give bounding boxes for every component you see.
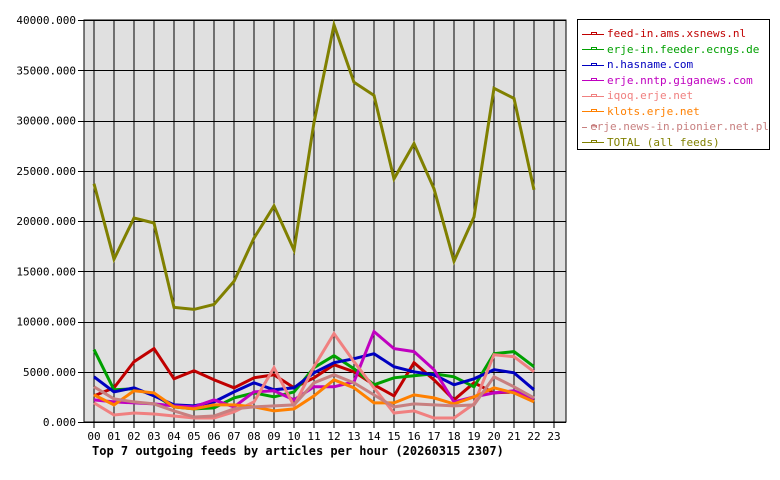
legend-item: erje.news-in.pionier.net.pl bbox=[578, 119, 769, 135]
legend-line-marker-icon bbox=[582, 44, 604, 54]
y-tick-label: 20000.000 bbox=[16, 215, 76, 228]
series-line-5 bbox=[93, 378, 535, 413]
x-tick-label: 00 bbox=[87, 430, 100, 443]
x-tick-label: 15 bbox=[387, 430, 400, 443]
x-tick-label: 02 bbox=[127, 430, 140, 443]
x-tick-label: 17 bbox=[427, 430, 440, 443]
legend-line-marker-icon bbox=[582, 122, 597, 132]
x-tick-label: 18 bbox=[447, 430, 460, 443]
x-tick-label: 10 bbox=[287, 430, 300, 443]
legend-label: erje.news-in.pionier.net.pl bbox=[590, 120, 769, 134]
x-tick-label: 13 bbox=[347, 430, 360, 443]
legend-label: TOTAL (all feeds) bbox=[607, 135, 720, 149]
series-line-7 bbox=[92, 19, 536, 311]
x-tick-label: 23 bbox=[547, 430, 560, 443]
legend-label: erje.nntp.giganews.com bbox=[607, 73, 753, 87]
legend-item: erje-in.feeder.ecngs.de bbox=[578, 42, 769, 58]
x-tick-label: 14 bbox=[367, 430, 381, 443]
y-tick-label: 30000.000 bbox=[16, 115, 76, 128]
legend-label: feed-in.ams.xsnews.nl bbox=[607, 27, 747, 41]
x-tick-label: 19 bbox=[467, 430, 480, 443]
x-tick-label: 22 bbox=[527, 430, 540, 443]
x-tick-label: 08 bbox=[247, 430, 260, 443]
y-tick-label: 25000.000 bbox=[16, 165, 76, 178]
y-axis: 0.000 5000.000 10000.000 15000.000 20000.000… bbox=[16, 14, 76, 429]
legend-item: erje.nntp.giganews.com bbox=[578, 73, 769, 89]
legend-item: klots.erje.net bbox=[578, 104, 769, 120]
series-line-0 bbox=[93, 346, 535, 402]
legend-label: iqoq.erje.net bbox=[607, 89, 694, 103]
legend-line-marker-icon bbox=[582, 91, 604, 101]
x-axis: 00 01 02 03 04 05 06 07 08 09 10 11 12 13 14 15 16 17 18 19… bbox=[87, 430, 560, 443]
x-tick-label: 03 bbox=[147, 430, 160, 443]
x-tick-label: 05 bbox=[187, 430, 200, 443]
x-tick-label: 06 bbox=[207, 430, 220, 443]
legend-item: TOTAL (all feeds) bbox=[578, 135, 769, 151]
x-tick-label: 01 bbox=[107, 430, 120, 443]
y-tick-label: 35000.000 bbox=[16, 64, 76, 77]
x-tick-label: 20 bbox=[487, 430, 500, 443]
y-tick-label: 10000.000 bbox=[16, 316, 76, 329]
legend-line-marker-icon bbox=[582, 137, 604, 147]
legend: feed-in.ams.xsnews.nl erje-in.feeder.ecng… bbox=[577, 19, 770, 150]
x-tick-label: 11 bbox=[307, 430, 320, 443]
legend-line-marker-icon bbox=[582, 60, 604, 70]
legend-label: n.hasname.com bbox=[607, 58, 694, 72]
series-line-6 bbox=[93, 373, 535, 419]
legend-item: iqoq.erje.net bbox=[578, 88, 769, 104]
legend-line-marker-icon bbox=[582, 106, 604, 116]
chart-title: Top 7 outgoing feeds by articles per hou… bbox=[92, 444, 504, 458]
series-line-4 bbox=[93, 330, 535, 420]
x-tick-label: 04 bbox=[167, 430, 181, 443]
y-tick-label: 5000.000 bbox=[23, 366, 76, 379]
x-tick-label: 07 bbox=[227, 430, 240, 443]
y-tick-label: 0.000 bbox=[43, 416, 76, 429]
legend-label: klots.erje.net bbox=[607, 104, 700, 118]
legend-line-marker-icon bbox=[582, 29, 604, 39]
x-tick-label: 16 bbox=[407, 430, 420, 443]
series-lines bbox=[92, 19, 536, 420]
legend-label: erje-in.feeder.ecngs.de bbox=[607, 42, 760, 56]
legend-item: n.hasname.com bbox=[578, 57, 769, 73]
y-tick-label: 15000.000 bbox=[16, 265, 76, 278]
x-tick-label: 21 bbox=[507, 430, 520, 443]
x-tick-label: 09 bbox=[267, 430, 280, 443]
legend-item: feed-in.ams.xsnews.nl bbox=[578, 26, 769, 42]
legend-line-marker-icon bbox=[582, 75, 604, 85]
x-tick-label: 12 bbox=[327, 430, 340, 443]
y-tick-label: 40000.000 bbox=[16, 14, 76, 27]
